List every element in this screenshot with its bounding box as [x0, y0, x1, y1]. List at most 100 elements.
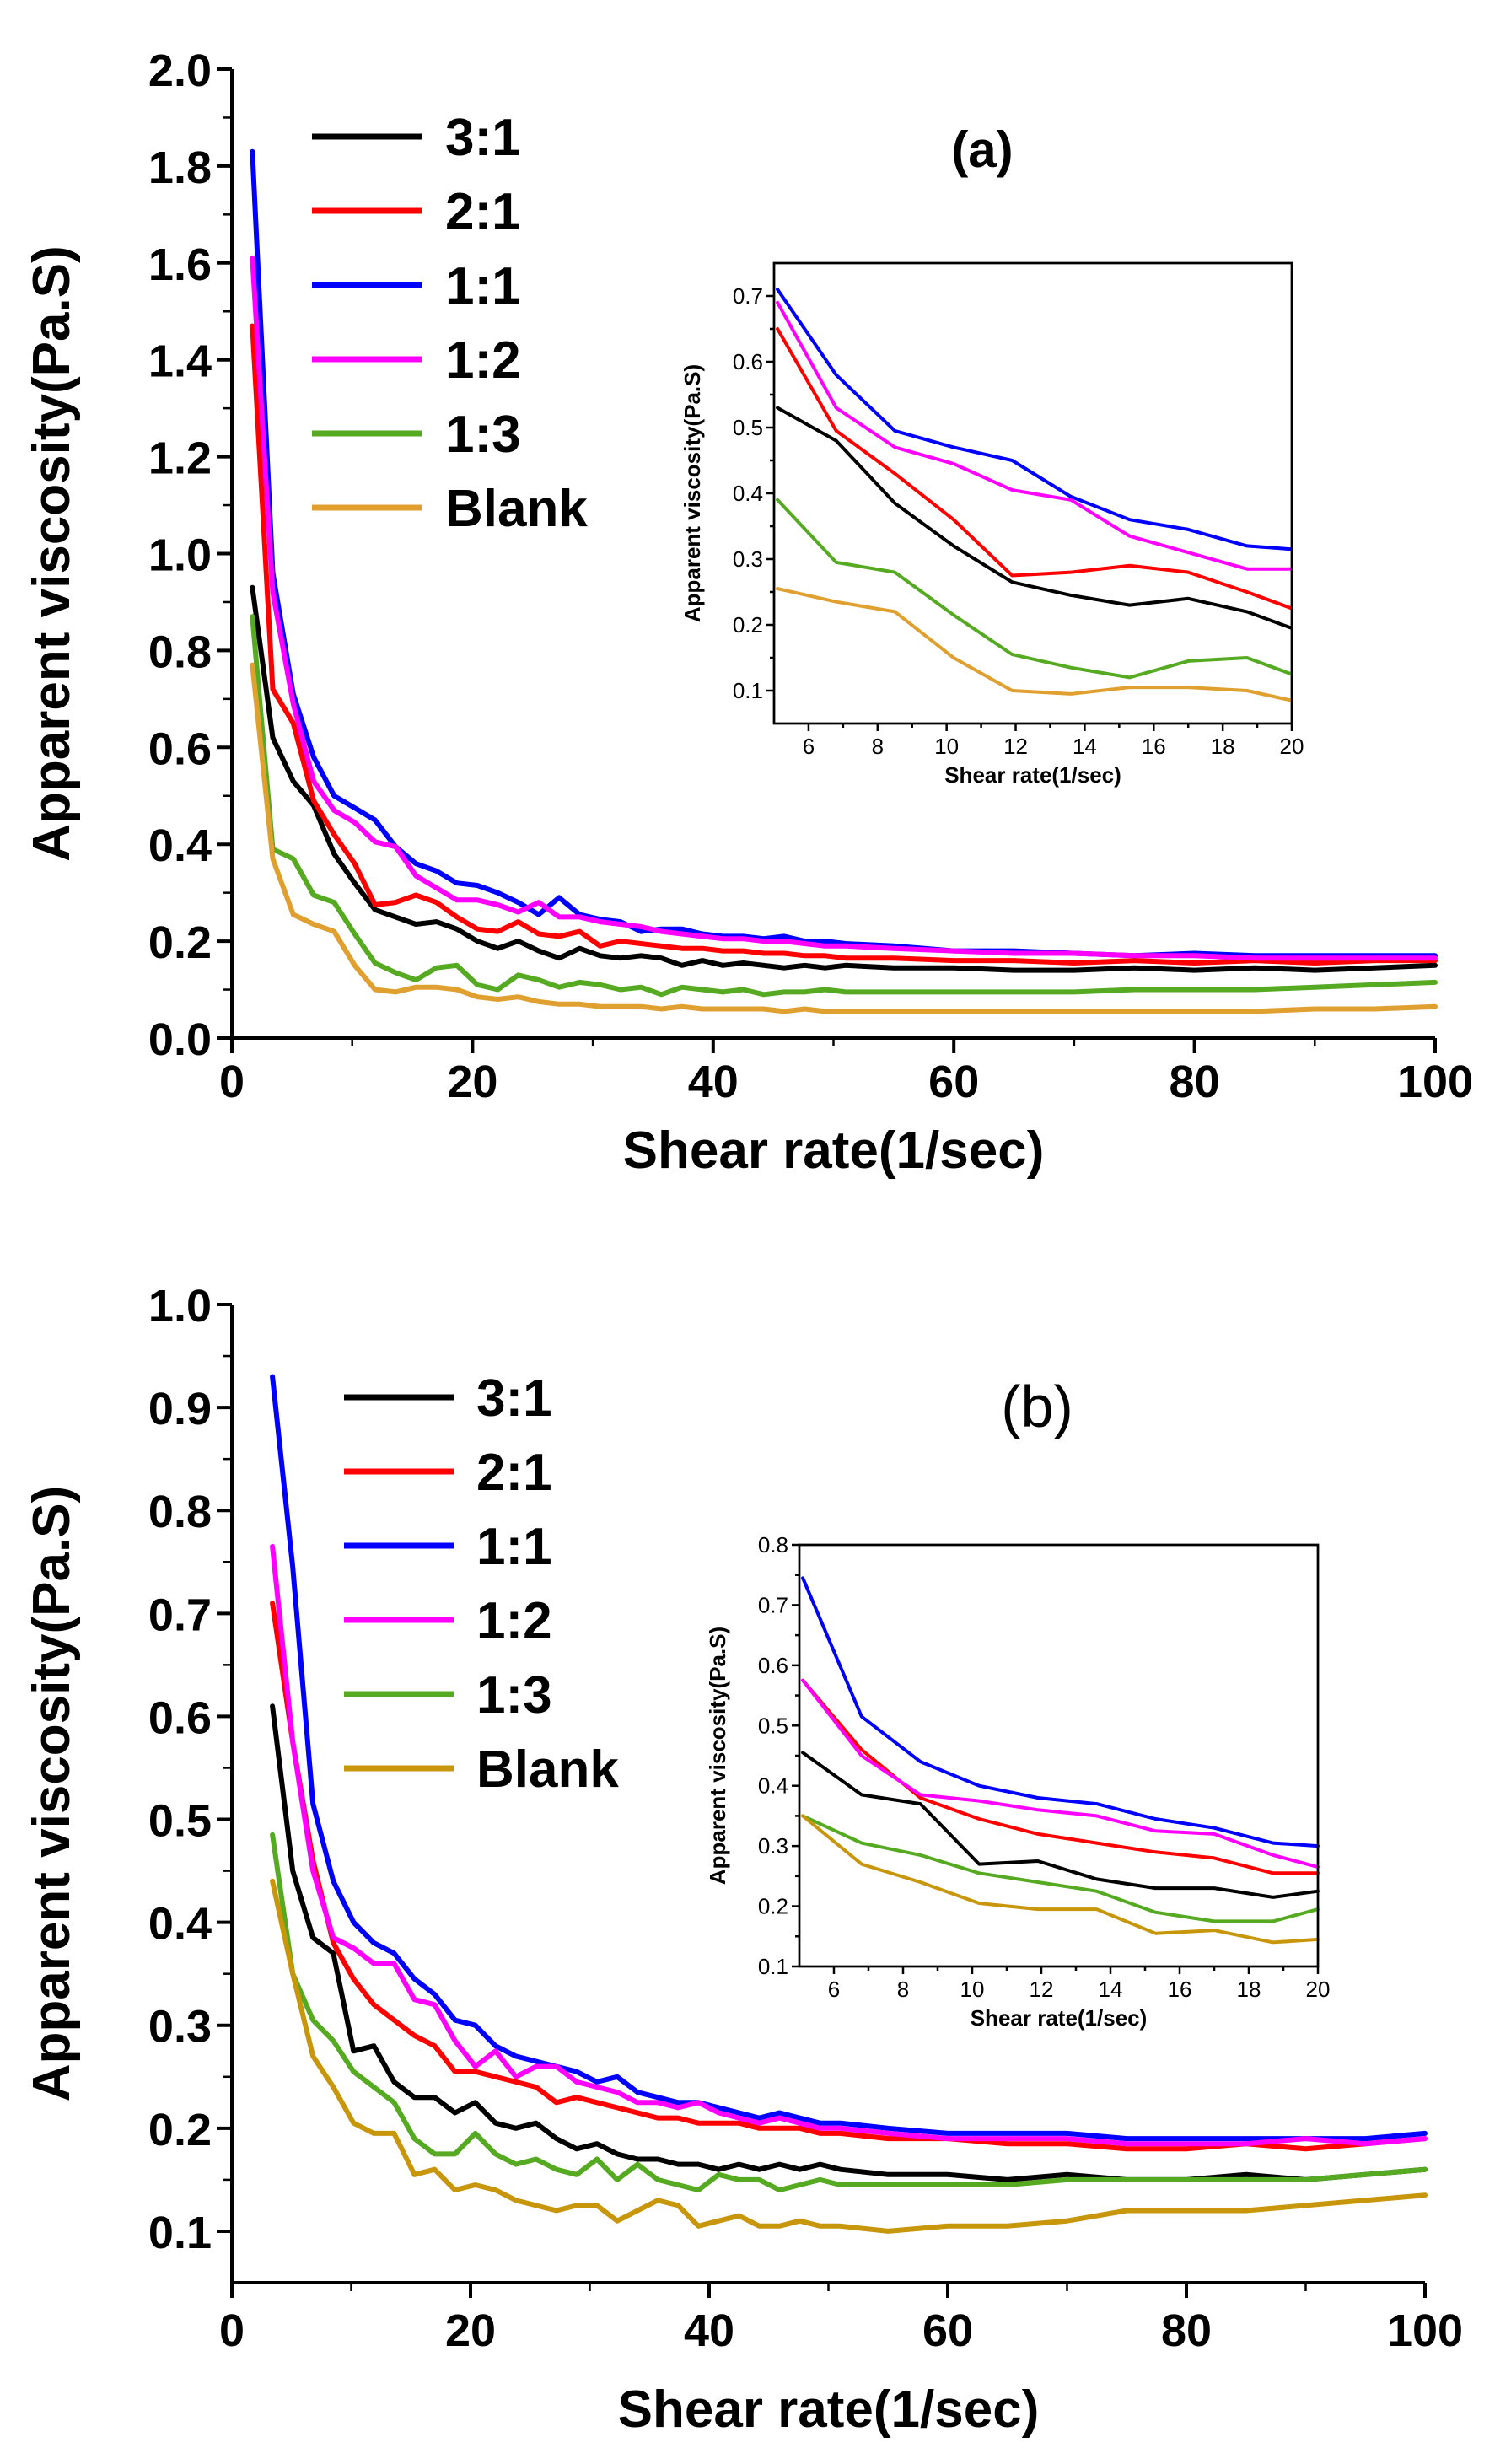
series-line-2:1: [270, 1601, 1428, 2152]
x-tick-label: 60: [922, 2305, 973, 2356]
x-tick-label: 80: [1161, 2305, 1212, 2356]
legend-label: 1:2: [445, 331, 521, 390]
inset-x-tick-label: 16: [1142, 734, 1166, 759]
inset-series-line-1:1: [776, 288, 1293, 551]
x-tick-label: 40: [688, 1057, 739, 1107]
x-tick-label: 60: [928, 1057, 979, 1107]
inset-y-tick-label: 0.3: [733, 546, 763, 572]
y-tick-label: 0.2: [148, 917, 212, 968]
inset-x-tick-label: 6: [803, 734, 815, 759]
inset-series-line-2:1: [776, 327, 1293, 611]
inset-series-line-1:1: [801, 1576, 1320, 1848]
series-line-2:1: [250, 323, 1438, 966]
series-line-1:2: [270, 1543, 1428, 2147]
inset-y-tick-label: 0.1: [733, 678, 763, 703]
inset-y-tick-label: 0.7: [758, 1592, 788, 1617]
inset-series-line-1:3: [801, 1814, 1320, 1923]
series-line-1:2: [250, 256, 1438, 961]
legend-label: Blank: [476, 1740, 619, 1799]
y-tick-label: 1.8: [148, 143, 212, 193]
panel-label: (b): [1001, 1374, 1073, 1439]
legend-label: 1:3: [476, 1666, 552, 1724]
inset-y-tick-label: 0.4: [733, 481, 763, 506]
series-line-1:1: [270, 1374, 1428, 2142]
inset-y-tick-label: 0.8: [758, 1532, 788, 1557]
inset-x-axis-title: Shear rate(1/sec): [971, 2005, 1148, 2031]
inset-x-tick-label: 10: [934, 734, 959, 759]
legend-label: 2:1: [445, 183, 521, 241]
series-line-3:1: [270, 1703, 1428, 2182]
series-line-1:3: [250, 614, 1438, 998]
y-tick-label: 0.8: [148, 1487, 212, 1537]
inset-y-axis-title: Apparent viscosity(Pa.S): [705, 1627, 730, 1885]
inset-x-axis-title: Shear rate(1/sec): [944, 762, 1121, 788]
inset-y-tick-label: 0.2: [758, 1894, 788, 1919]
x-tick-label: 20: [445, 2305, 496, 2356]
inset-x-tick-label: 12: [1003, 734, 1028, 759]
y-tick-label: 1.0: [148, 530, 212, 581]
x-tick-label: 100: [1387, 2305, 1463, 2356]
inset-frame: [798, 1543, 1320, 1968]
inset-series-line-Blank: [801, 1814, 1320, 1945]
y-tick-label: 1.6: [148, 239, 212, 290]
y-axis-title: Apparent viscosity(Pa.S): [23, 245, 81, 861]
inset-x-tick-label: 14: [1099, 1977, 1123, 2002]
inset-series-line-3:1: [801, 1751, 1320, 1899]
inset-y-tick-label: 0.6: [758, 1653, 788, 1678]
y-tick-label: 1.4: [148, 336, 212, 387]
inset-x-tick-label: 12: [1030, 1977, 1054, 2002]
legend: 3:1 2:1 1:1 1:2 1:3 Blank: [344, 1369, 619, 1799]
legend-label: 3:1: [476, 1369, 552, 1428]
y-tick-label: 0.6: [148, 724, 212, 774]
inset-x-tick-label: 8: [872, 734, 884, 759]
panel-label: (a): [951, 121, 1013, 178]
y-axis-title: Apparent viscosity(Pa.S): [23, 1486, 81, 2101]
y-tick-label: 0.1: [148, 2208, 212, 2258]
inset-series-line-3:1: [776, 406, 1293, 630]
x-tick-label: 0: [219, 2305, 245, 2356]
x-tick-label: 0: [219, 1057, 245, 1107]
panel-b: 0 20 40 60 80 100 0.1 0.2 0.3 0.4 0.5 0.6 0.7 0.8 0.9 1…: [23, 1281, 1463, 2439]
y-tick-label: 0.0: [148, 1014, 212, 1065]
legend-label: 1:2: [476, 1592, 552, 1650]
inset-y-tick-label: 0.4: [758, 1773, 788, 1799]
inset-y-tick-label: 0.7: [733, 283, 763, 309]
inset-y-tick-label: 0.3: [758, 1833, 788, 1859]
y-tick-label: 0.4: [148, 1899, 212, 1950]
inset-y-tick-label: 0.1: [758, 1954, 788, 1979]
x-tick-label: 20: [447, 1057, 497, 1107]
series-line-Blank: [250, 662, 1438, 1014]
inset-x-tick-label: 16: [1168, 1977, 1192, 2002]
y-tick-label: 0.5: [148, 1796, 212, 1847]
y-tick-label: 1.2: [148, 433, 212, 484]
inset-x-tick-label: 8: [897, 1977, 909, 2002]
inset-series-line-Blank: [776, 587, 1293, 702]
y-tick-label: 1.0: [148, 1281, 212, 1332]
inset-x-tick-label: 20: [1280, 734, 1304, 759]
y-tick-label: 0.8: [148, 627, 212, 677]
series-line-3:1: [250, 584, 1438, 973]
inset-x-tick-label: 14: [1073, 734, 1097, 759]
legend-label: Blank: [445, 480, 588, 538]
legend-label: 1:3: [445, 406, 521, 464]
inset-x-tick-label: 10: [960, 1977, 985, 2002]
inset-chart: 6 8 10 12 14 16 18 20 0.1 0.2 0.3 0.4 0.5 0.6 0.7 0.8 Sh…: [705, 1532, 1330, 2031]
inset-series-line-1:2: [801, 1678, 1320, 1870]
inset-series-line-1:3: [776, 498, 1293, 680]
y-tick-label: 0.4: [148, 820, 212, 871]
inset-y-tick-label: 0.5: [733, 415, 763, 440]
series-group: [250, 148, 1438, 1014]
legend-label: 2:1: [476, 1444, 552, 1502]
x-tick-label: 100: [1397, 1057, 1473, 1107]
x-tick-label: 40: [684, 2305, 734, 2356]
inset-y-tick-label: 0.5: [758, 1713, 788, 1738]
legend: 3:1 2:1 1:1 1:2 1:3 Blank: [312, 109, 588, 538]
y-tick-label: 0.9: [148, 1384, 212, 1434]
inset-series-line-1:2: [776, 300, 1293, 571]
x-axis-title: Shear rate(1/sec): [618, 2381, 1040, 2439]
y-tick-label: 0.3: [148, 2002, 212, 2052]
series-line-1:3: [270, 1832, 1428, 2193]
x-tick-label: 80: [1170, 1057, 1220, 1107]
